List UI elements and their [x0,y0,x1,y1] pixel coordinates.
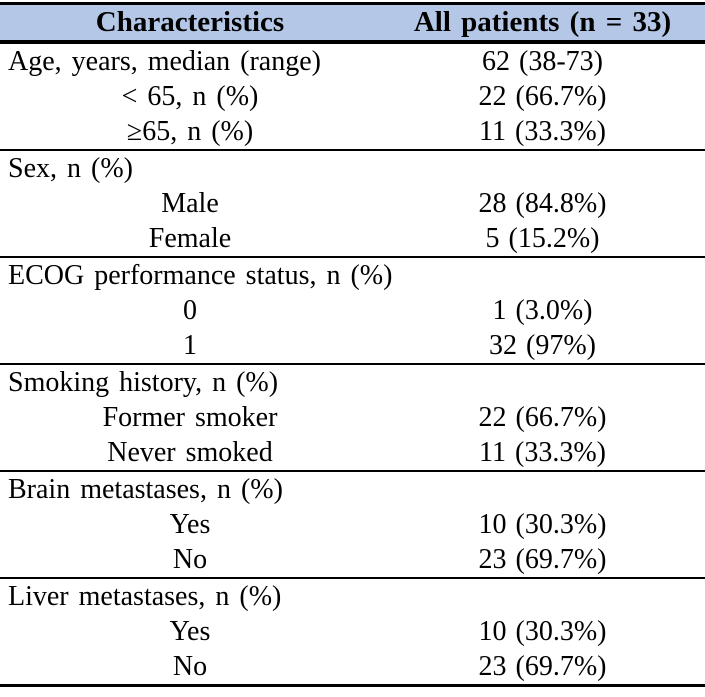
row-category-label: Brain metastases, n (%) [8,474,283,505]
table-section: Age, years, median (range) 62 (38-73) < 65… [0,44,705,151]
table-row: Male 28 (84.8%) [0,186,705,221]
row-subcategory-label: No [172,651,208,682]
row-category-label: Liver metastases, n (%) [8,581,282,612]
row-value: 10 (30.3%) [478,616,607,647]
row-value: 5 (15.2%) [485,223,600,254]
table-row: ECOG performance status, n (%) [0,258,705,293]
row-subcategory-label: 0 [183,295,197,326]
row-subcategory-label: 1 [183,330,197,361]
table-row: Sex, n (%) [0,151,705,186]
row-subcategory-label: Former smoker [102,402,278,433]
row-subcategory-label: < 65, n (%) [121,81,259,112]
header-cell-all-patients: All patients (n = 33) [413,6,672,38]
row-value [380,151,705,186]
row-category-label: ECOG performance status, n (%) [8,260,393,291]
row-value: 22 (66.7%) [478,402,607,433]
row-value [380,579,705,614]
row-subcategory-label: No [172,544,208,575]
table-header-row: Characteristics All patients (n = 33) [0,2,705,44]
row-subcategory-label: ≥65, n (%) [126,116,254,147]
table-section: ECOG performance status, n (%) 0 1 (3.0%) 1… [0,258,705,365]
table-section: Liver metastases, n (%) Yes 10 (30.3%) No 23… [0,579,705,687]
row-subcategory-label: Yes [169,509,211,540]
row-subcategory-label: Yes [169,616,211,647]
row-value: 11 (33.3%) [479,437,606,468]
table-row: Brain metastases, n (%) [0,472,705,507]
table-row: Yes 10 (30.3%) [0,614,705,649]
table-section: Sex, n (%) Male 28 (84.8%) Female 5 (15.2%) [0,151,705,258]
table-row: Liver metastases, n (%) [0,579,705,614]
table-section: Smoking history, n (%) Former smoker 22 (6… [0,365,705,472]
table-row: Age, years, median (range) 62 (38-73) [0,44,705,79]
row-value: 11 (33.3%) [479,116,606,147]
table-row: < 65, n (%) 22 (66.7%) [0,79,705,114]
table-row: Female 5 (15.2%) [0,221,705,256]
header-cell-characteristics: Characteristics [95,6,285,38]
table-section: Brain metastases, n (%) Yes 10 (30.3%) No 23… [0,472,705,579]
row-subcategory-label: Never smoked [107,437,273,468]
row-value [380,472,705,507]
row-value: 23 (69.7%) [478,544,607,575]
table-row: Smoking history, n (%) [0,365,705,400]
row-value: 22 (66.7%) [478,81,607,112]
table-row: 1 32 (97%) [0,328,705,363]
table-row: 0 1 (3.0%) [0,293,705,328]
row-value [380,258,705,293]
row-subcategory-label: Male [161,188,219,219]
row-value [380,365,705,400]
row-value: 62 (38-73) [482,46,603,77]
table-row: Yes 10 (30.3%) [0,507,705,542]
table-body: Age, years, median (range) 62 (38-73) < 65… [0,44,705,687]
row-category-label: Smoking history, n (%) [8,367,279,398]
row-subcategory-label: Female [148,223,232,254]
table-row: ≥65, n (%) 11 (33.3%) [0,114,705,149]
row-value: 28 (84.8%) [478,188,607,219]
row-value: 32 (97%) [489,330,596,361]
row-category-label: Sex, n (%) [8,153,133,184]
table-row: No 23 (69.7%) [0,542,705,577]
row-value: 10 (30.3%) [478,509,607,540]
row-category-label: Age, years, median (range) [8,46,321,77]
table-row: No 23 (69.7%) [0,649,705,684]
row-value: 1 (3.0%) [492,295,593,326]
row-value: 23 (69.7%) [478,651,607,682]
table-row: Former smoker 22 (66.7%) [0,400,705,435]
table-row: Never smoked 11 (33.3%) [0,435,705,470]
